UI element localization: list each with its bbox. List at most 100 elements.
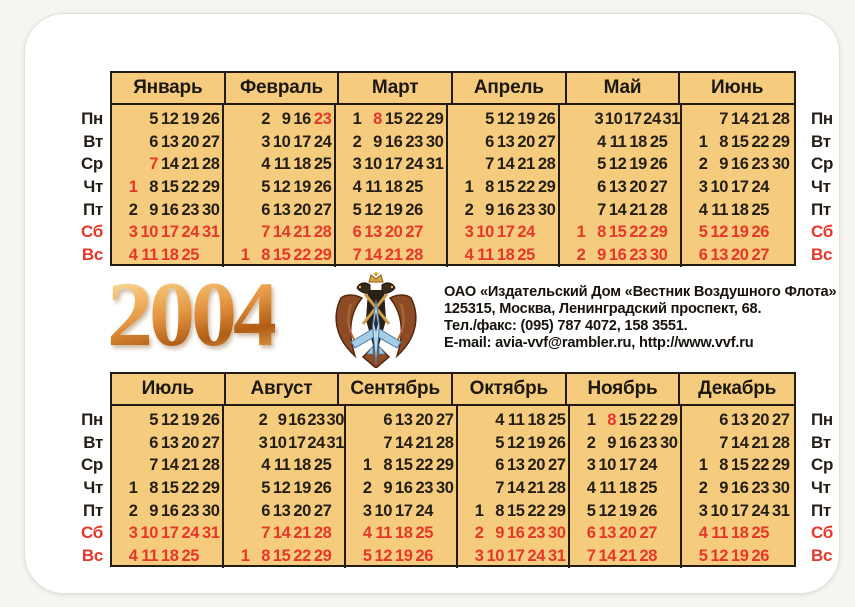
day-number: 27	[639, 524, 658, 543]
day-number: 30	[326, 411, 345, 429]
day-number: 8	[149, 178, 158, 197]
day-number: 29	[313, 246, 332, 265]
week-row: 4 11 18 25	[117, 244, 222, 267]
week-row: 1 8 15 22 29	[341, 108, 446, 131]
weekday-labels-bottom-left: Пн Вт Ср Чт Пт Сб Вс	[65, 409, 103, 568]
day-number: 6	[586, 524, 596, 543]
day-number: 14	[507, 479, 525, 498]
week-row: 7 14 21 28	[453, 153, 558, 176]
year-title: 2004	[107, 263, 279, 365]
day-number: 5	[485, 110, 494, 128]
day-number: 17	[293, 132, 311, 151]
day-number: 8	[597, 223, 606, 242]
weekday-label: Вс	[81, 245, 103, 265]
publisher-info: ОАО «Издательский Дом «Вестник Воздушног…	[444, 284, 837, 352]
day-number: 8	[719, 456, 729, 475]
weekday-label: Вт	[83, 131, 103, 151]
day-number: 25	[649, 132, 668, 151]
day-number: 3	[128, 223, 138, 242]
day-number: 14	[730, 110, 749, 128]
weekday-label: Пт	[811, 500, 831, 520]
week-row: 1 8 15 22 29	[687, 454, 794, 477]
day-number: 9	[485, 200, 494, 219]
day-number: 15	[272, 246, 291, 265]
day-number: 29	[771, 132, 790, 151]
day-number: 19	[730, 547, 749, 566]
day-number: 9	[373, 132, 382, 151]
week-row: 7 14 21 28	[687, 432, 794, 455]
publisher-address: 125315, Москва, Ленинградский проспект, …	[444, 300, 762, 317]
week-row: 4 11 18 25	[575, 477, 680, 500]
day-number: 22	[517, 178, 535, 197]
day-number: 5	[698, 547, 708, 566]
weekday-label: Пн	[811, 109, 833, 128]
day-number: 17	[288, 433, 306, 452]
day-number: 24	[639, 456, 658, 475]
day-number: 8	[719, 132, 729, 151]
month-body-row: 5 12 19 26 6 13 20 27 7 14 21 28 1 8 15 22 29 2 9 16 23 30 3 10…	[112, 406, 794, 568]
day-number: 19	[384, 200, 403, 219]
day-number: 19	[395, 547, 413, 566]
day-number: 27	[405, 223, 423, 242]
weekday-label: Пн	[811, 410, 833, 429]
week-row: 310172431	[229, 432, 345, 455]
day-number: 25	[313, 456, 332, 475]
publisher-name: ОАО «Издательский Дом «Вестник Воздушног…	[444, 284, 837, 300]
day-number: 5	[261, 178, 270, 197]
day-number: 29	[436, 456, 454, 475]
day-number: 30	[659, 433, 678, 452]
day-number: 29	[649, 223, 668, 242]
day-number: 26	[405, 200, 423, 219]
day-number: 20	[415, 411, 434, 429]
day-number: 9	[607, 433, 617, 452]
day-number: 4	[261, 155, 270, 174]
day-number: 2	[698, 479, 708, 498]
weekday-labels-top-left: Пн Вт Ср Чт Пт Сб Вс	[65, 108, 103, 267]
month-name: Май	[567, 73, 681, 103]
day-number: 14	[608, 200, 627, 219]
month-name: Февраль	[226, 73, 340, 103]
day-number: 17	[160, 524, 179, 543]
day-number: 28	[201, 456, 220, 475]
day-number: 16	[618, 433, 637, 452]
week-row: 5 12 19 26	[351, 545, 456, 568]
day-number: 5	[495, 433, 505, 452]
day-number: 22	[751, 456, 770, 475]
day-number: 6	[261, 200, 270, 219]
week-row: 1 8 15 22 29	[117, 477, 222, 500]
day-number: 3	[352, 155, 362, 174]
day-number: 13	[160, 433, 179, 452]
weekday-label: Пт	[83, 199, 103, 219]
day-number: 8	[383, 456, 393, 475]
day-number: 17	[384, 155, 403, 174]
day-number: 18	[395, 524, 413, 543]
day-number: 10	[268, 433, 287, 452]
day-number: 6	[261, 501, 270, 520]
day-number: 9	[149, 200, 158, 219]
day-number: 31	[201, 524, 220, 543]
day-number: 13	[160, 132, 179, 151]
day-number: 1	[128, 479, 138, 498]
day-number: 29	[201, 479, 220, 498]
day-number: 9	[281, 110, 291, 128]
day-number: 19	[293, 178, 311, 197]
month-column: 2 9 16 23 3 10 17 24 4 11 18 25 5 12 19 26 6 13 20 27 7 14 21 2…	[224, 105, 336, 267]
week-row: 4 11 18 25	[341, 176, 446, 199]
day-number: 25	[181, 547, 199, 566]
day-number: 4	[362, 524, 372, 543]
month-name: Январь	[112, 73, 226, 103]
day-number: 22	[181, 178, 199, 197]
day-number: 24	[181, 223, 199, 242]
day-number: 2	[128, 501, 138, 520]
week-row: 5 12 19 26	[341, 199, 446, 222]
day-number: 13	[496, 132, 515, 151]
day-number: 7	[261, 223, 270, 242]
day-number: 22	[527, 501, 546, 520]
day-number: 13	[608, 178, 627, 197]
day-number: 23	[751, 155, 770, 174]
day-number: 6	[495, 456, 505, 475]
day-number: 12	[272, 178, 291, 197]
